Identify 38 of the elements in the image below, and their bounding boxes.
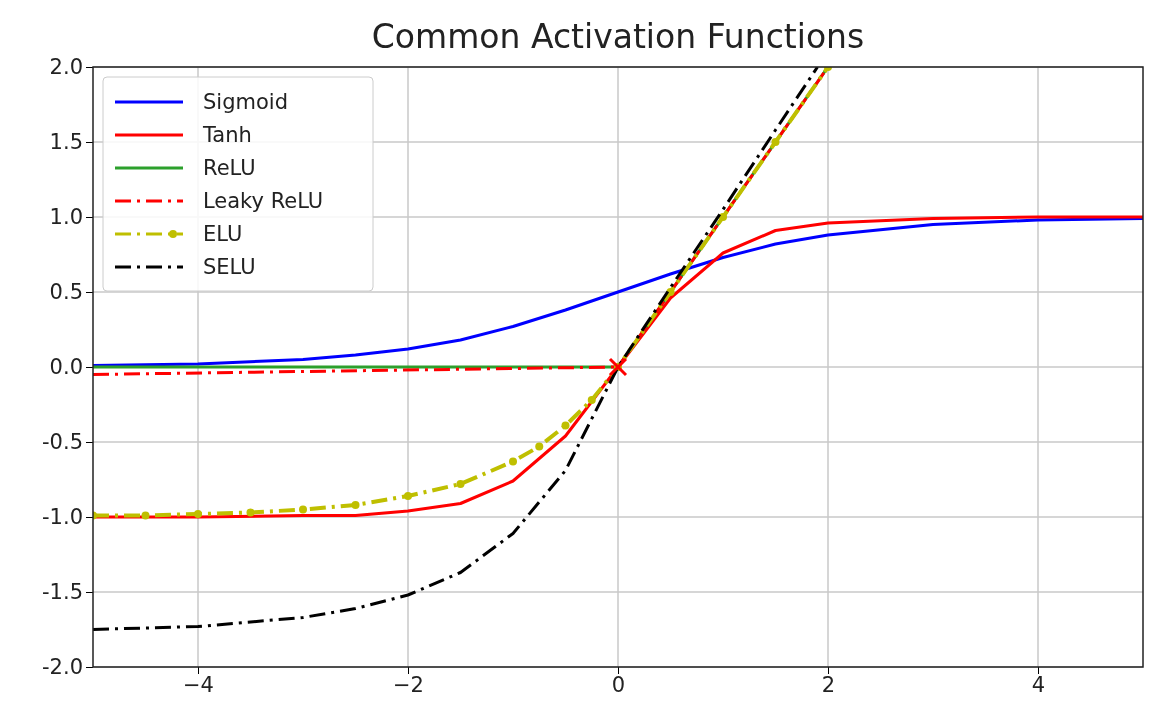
y-tick-label: 0.0 — [49, 355, 83, 380]
y-tick-label: -1.5 — [42, 580, 83, 605]
line-series — [93, 217, 1143, 367]
point — [561, 421, 570, 430]
legend-label: ReLU — [203, 156, 256, 180]
legend-label: Tanh — [202, 123, 252, 147]
legend-label: SELU — [203, 255, 256, 279]
y-tick-label: -2.0 — [42, 655, 83, 680]
chart-title: Common Activation Functions — [371, 17, 865, 56]
y-tick-label: -1.0 — [42, 505, 83, 530]
point — [771, 138, 780, 146]
y-tick-label: 1.0 — [49, 205, 83, 230]
point — [608, 357, 628, 377]
point — [535, 442, 544, 451]
x-tick-label: −4 — [183, 672, 214, 697]
point — [587, 396, 596, 404]
point — [456, 480, 465, 488]
legend-label: ELU — [203, 222, 243, 246]
point — [666, 288, 675, 296]
point — [509, 457, 517, 466]
point — [719, 213, 727, 221]
legend-label: Sigmoid — [203, 90, 288, 114]
y-tick-label: 0.5 — [49, 280, 83, 305]
x-tick-label: 2 — [821, 672, 836, 697]
point — [194, 510, 202, 518]
line-series — [93, 67, 819, 631]
point — [351, 501, 360, 509]
y-tick-label: -0.5 — [42, 430, 83, 455]
point — [299, 505, 307, 514]
y-tick-label: 1.5 — [49, 130, 83, 155]
x-tick-label: 0 — [611, 672, 626, 697]
x-tick-label: −2 — [393, 672, 424, 697]
point — [246, 508, 255, 517]
x-tick-label: 4 — [1031, 672, 1046, 697]
point — [141, 511, 150, 520]
legend-label: Leaky ReLU — [203, 189, 324, 213]
y-tick-label: 2.0 — [49, 55, 83, 80]
point — [404, 492, 412, 500]
